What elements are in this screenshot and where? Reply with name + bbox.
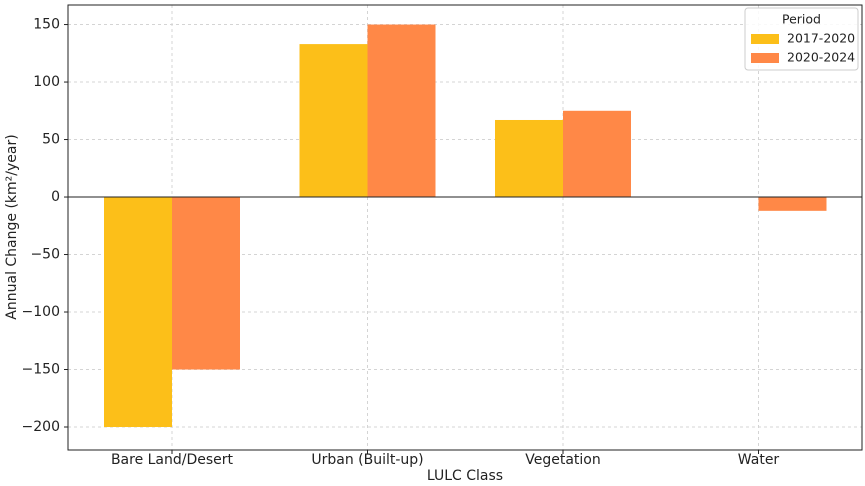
- x-tick-label: Urban (Built-up): [311, 452, 423, 468]
- x-tick-label: Bare Land/Desert: [111, 452, 234, 468]
- y-tick-label: −50: [30, 247, 60, 263]
- y-tick-label: −100: [22, 304, 60, 320]
- x-axis-title: LULC Class: [427, 468, 503, 484]
- legend-label: 2020-2024: [787, 50, 855, 65]
- y-axis-title: Annual Change (km²/year): [4, 134, 20, 319]
- y-tick-label: 100: [33, 74, 60, 90]
- x-tick-label: Water: [738, 452, 780, 468]
- bar: [104, 197, 172, 428]
- bar: [758, 197, 827, 211]
- legend-swatch: [751, 53, 779, 63]
- bar: [563, 110, 631, 198]
- legend-label: 2017-2020: [787, 31, 855, 46]
- bar: [367, 24, 436, 198]
- y-tick-label: −200: [22, 419, 60, 435]
- bar: [172, 197, 240, 370]
- y-tick-label: 50: [42, 132, 60, 148]
- plot-frame: [67, 4, 863, 451]
- y-tick-label: −150: [22, 362, 60, 378]
- x-tick-label: Vegetation: [525, 452, 601, 468]
- bar: [299, 44, 368, 198]
- legend-title: Period: [782, 12, 821, 27]
- legend-swatch: [751, 34, 779, 44]
- bar: [495, 119, 563, 198]
- y-tick-label: 150: [33, 17, 60, 33]
- legend: Period 2017-2020 2020-2024: [744, 7, 859, 71]
- y-tick-label: 0: [51, 189, 60, 205]
